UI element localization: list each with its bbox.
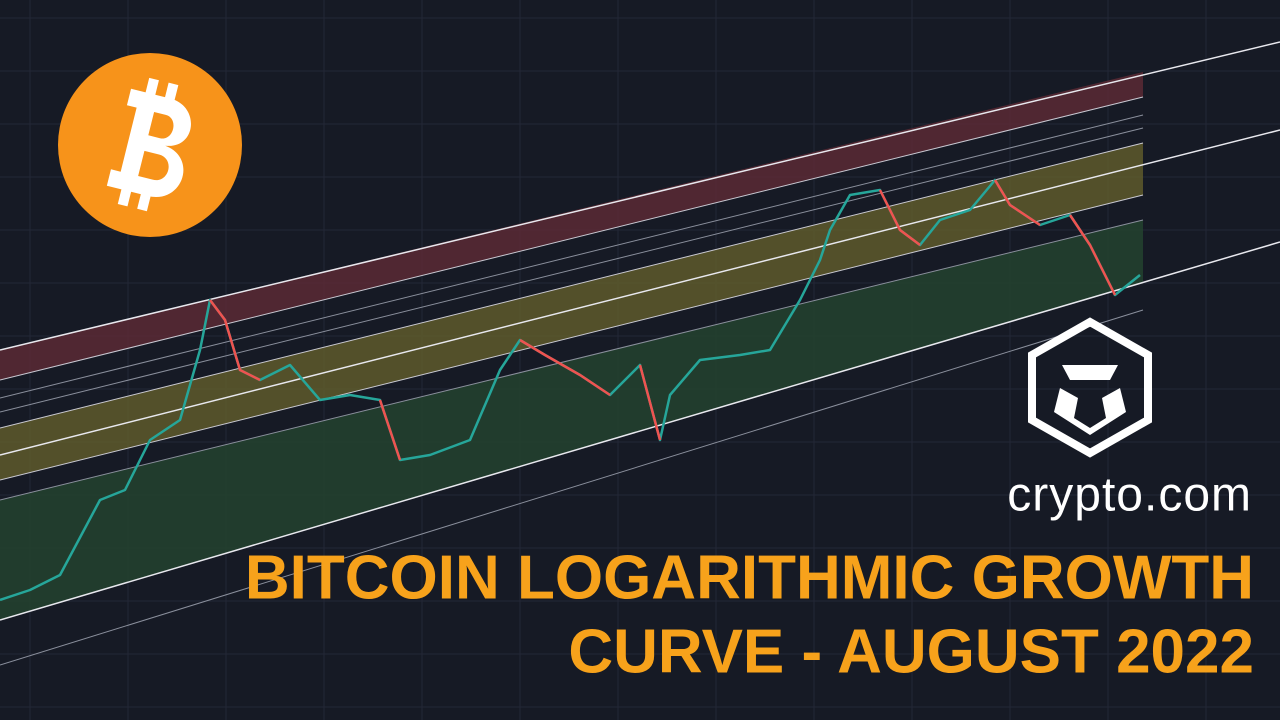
red-band <box>0 72 1143 380</box>
price-segment <box>638 364 662 441</box>
bitcoin-logo <box>58 53 242 237</box>
brand-name: crypto.com <box>1007 469 1252 522</box>
title-line: BITCOIN LOGARITHMIC GROWTH <box>245 543 1254 612</box>
price-segment <box>519 338 611 397</box>
curve-line <box>0 96 1144 381</box>
curve-line <box>0 241 1280 621</box>
logo-hexagon <box>1028 317 1152 458</box>
logo-glyph <box>106 77 191 212</box>
logo-b <box>106 88 191 198</box>
yellow-band <box>0 143 1143 480</box>
logo-tick <box>117 186 132 207</box>
price-segment <box>1068 214 1117 296</box>
curve-line <box>0 219 1144 501</box>
price-segment <box>878 189 921 246</box>
logo-bar <box>1062 365 1118 380</box>
crypto-logo <box>1028 317 1152 458</box>
curve-lines <box>0 41 1280 666</box>
curve-line <box>0 309 1144 666</box>
curve-line <box>0 41 1280 351</box>
price-segment <box>378 399 402 461</box>
price-segment <box>209 299 261 382</box>
logo-shield <box>1054 388 1126 435</box>
logo-tick <box>137 191 152 212</box>
curve-line <box>0 114 1144 399</box>
curve-line <box>0 129 1280 456</box>
curve-line <box>0 194 1144 481</box>
price-trace-down <box>209 179 1117 461</box>
title-line: CURVE - AUGUST 2022 <box>568 617 1254 686</box>
price-segment <box>993 179 1041 227</box>
green-band <box>0 220 1143 620</box>
logo-tick <box>164 82 179 103</box>
logo-tick <box>144 77 159 98</box>
curve-line <box>0 127 1144 413</box>
